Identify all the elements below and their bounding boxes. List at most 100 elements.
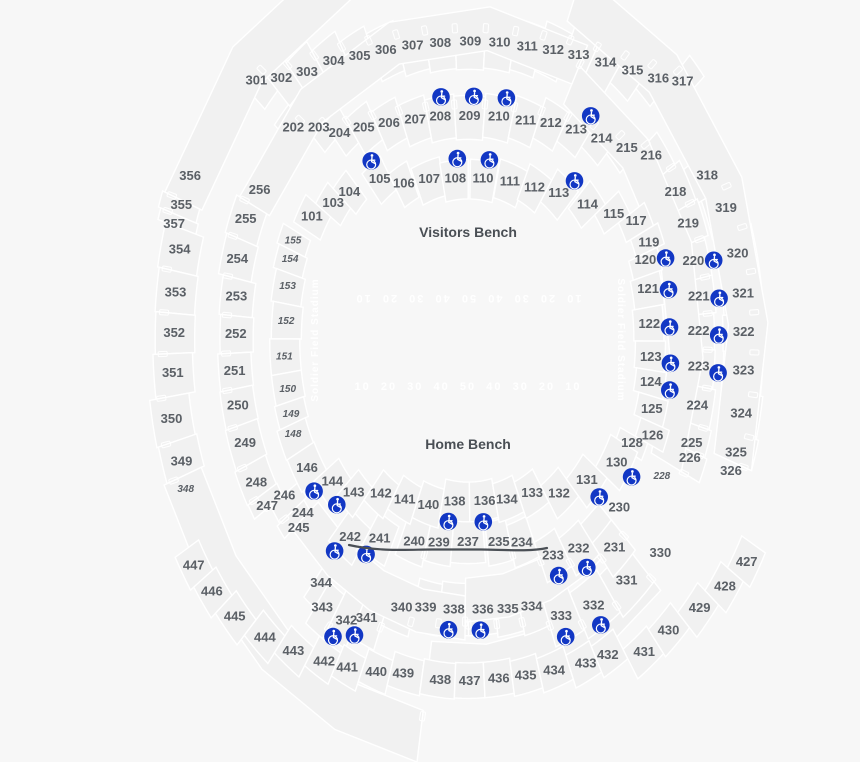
svg-text:204: 204: [329, 125, 351, 140]
svg-text:244: 244: [292, 505, 314, 520]
svg-text:143: 143: [343, 485, 365, 500]
svg-text:313: 313: [568, 47, 590, 62]
svg-text:344: 344: [310, 575, 332, 590]
svg-text:148: 148: [285, 429, 302, 440]
svg-text:140: 140: [418, 497, 440, 512]
svg-text:246: 246: [274, 487, 296, 502]
svg-text:348: 348: [177, 484, 194, 495]
svg-text:233: 233: [542, 547, 564, 562]
svg-text:117: 117: [626, 213, 647, 228]
svg-text:112: 112: [524, 180, 545, 195]
svg-text:320: 320: [727, 246, 749, 261]
svg-text:203: 203: [308, 120, 330, 135]
svg-text:220: 220: [683, 253, 705, 268]
svg-text:306: 306: [375, 42, 397, 57]
svg-text:441: 441: [336, 659, 358, 674]
svg-text:Home Bench: Home Bench: [425, 436, 511, 452]
svg-text:314: 314: [595, 55, 617, 70]
svg-text:312: 312: [542, 42, 564, 57]
svg-text:142: 142: [370, 485, 392, 500]
svg-text:326: 326: [720, 463, 742, 478]
svg-text:309: 309: [460, 34, 482, 49]
svg-text:226: 226: [679, 450, 701, 465]
svg-text:432: 432: [597, 647, 619, 662]
svg-text:232: 232: [568, 540, 590, 555]
svg-text:354: 354: [169, 242, 191, 257]
svg-text:305: 305: [349, 48, 371, 63]
svg-text:212: 212: [540, 115, 562, 130]
svg-text:124: 124: [640, 374, 662, 389]
svg-text:446: 446: [201, 583, 223, 598]
svg-text:443: 443: [283, 643, 305, 658]
svg-text:108: 108: [444, 170, 466, 185]
svg-text:317: 317: [672, 74, 694, 89]
svg-text:339: 339: [415, 599, 437, 614]
svg-text:301: 301: [246, 72, 268, 87]
svg-text:321: 321: [732, 285, 754, 300]
svg-text:353: 353: [165, 284, 187, 299]
svg-text:350: 350: [161, 411, 183, 426]
svg-text:245: 245: [288, 520, 310, 535]
svg-text:429: 429: [689, 600, 711, 615]
svg-text:221: 221: [688, 289, 710, 304]
svg-text:340: 340: [391, 600, 413, 615]
svg-text:128: 128: [621, 435, 643, 450]
svg-text:341: 341: [356, 610, 378, 625]
svg-text:153: 153: [279, 281, 296, 292]
svg-text:208: 208: [429, 109, 451, 124]
svg-text:10 20 30 40 50 40 30 20: 10 20 30 40 50 40 30 20 10: [354, 381, 581, 393]
svg-text:207: 207: [404, 111, 426, 126]
svg-text:101: 101: [301, 208, 323, 223]
svg-text:122: 122: [638, 316, 660, 331]
svg-text:311: 311: [517, 39, 538, 54]
svg-text:357: 357: [163, 216, 185, 231]
svg-text:248: 248: [245, 475, 267, 490]
svg-text:230: 230: [608, 499, 630, 514]
svg-text:325: 325: [725, 444, 747, 459]
svg-text:Soldier Field Stadium: Soldier Field Stadium: [615, 278, 626, 401]
svg-text:302: 302: [271, 70, 293, 85]
svg-text:115: 115: [603, 206, 624, 221]
svg-text:333: 333: [550, 608, 572, 623]
svg-text:439: 439: [392, 666, 414, 681]
svg-text:318: 318: [696, 168, 718, 183]
svg-text:123: 123: [640, 349, 662, 364]
svg-text:215: 215: [616, 140, 638, 155]
svg-text:331: 331: [616, 573, 638, 588]
svg-text:133: 133: [521, 485, 543, 500]
svg-text:324: 324: [730, 406, 752, 421]
svg-text:334: 334: [521, 599, 543, 614]
svg-text:445: 445: [224, 609, 246, 624]
svg-text:256: 256: [249, 182, 271, 197]
svg-text:237: 237: [457, 534, 479, 549]
svg-text:146: 146: [296, 460, 318, 475]
svg-text:352: 352: [163, 325, 185, 340]
svg-text:206: 206: [378, 115, 400, 130]
svg-text:107: 107: [418, 171, 440, 186]
svg-text:319: 319: [715, 200, 737, 215]
svg-text:119: 119: [638, 235, 659, 250]
svg-text:210: 210: [488, 108, 510, 123]
svg-text:336: 336: [472, 601, 494, 616]
svg-text:310: 310: [489, 34, 511, 49]
svg-text:438: 438: [429, 672, 451, 687]
svg-text:442: 442: [313, 654, 335, 669]
svg-text:343: 343: [311, 599, 333, 614]
svg-text:435: 435: [515, 668, 537, 683]
svg-text:136: 136: [474, 493, 496, 508]
svg-text:132: 132: [548, 485, 570, 500]
svg-text:209: 209: [459, 108, 481, 123]
svg-text:141: 141: [394, 492, 416, 507]
svg-text:332: 332: [583, 597, 605, 612]
svg-text:211: 211: [515, 112, 536, 127]
svg-text:202: 202: [282, 120, 304, 135]
svg-text:205: 205: [353, 119, 375, 134]
svg-text:330: 330: [650, 545, 672, 560]
svg-text:351: 351: [162, 365, 184, 380]
svg-text:10 20 30 40 50 40 30 20: 10 20 30 40 50 40 30 20 10: [354, 292, 581, 304]
svg-text:436: 436: [488, 671, 510, 686]
svg-text:239: 239: [428, 535, 450, 550]
svg-text:440: 440: [365, 664, 387, 679]
svg-text:228: 228: [653, 471, 671, 482]
svg-text:149: 149: [283, 409, 300, 420]
